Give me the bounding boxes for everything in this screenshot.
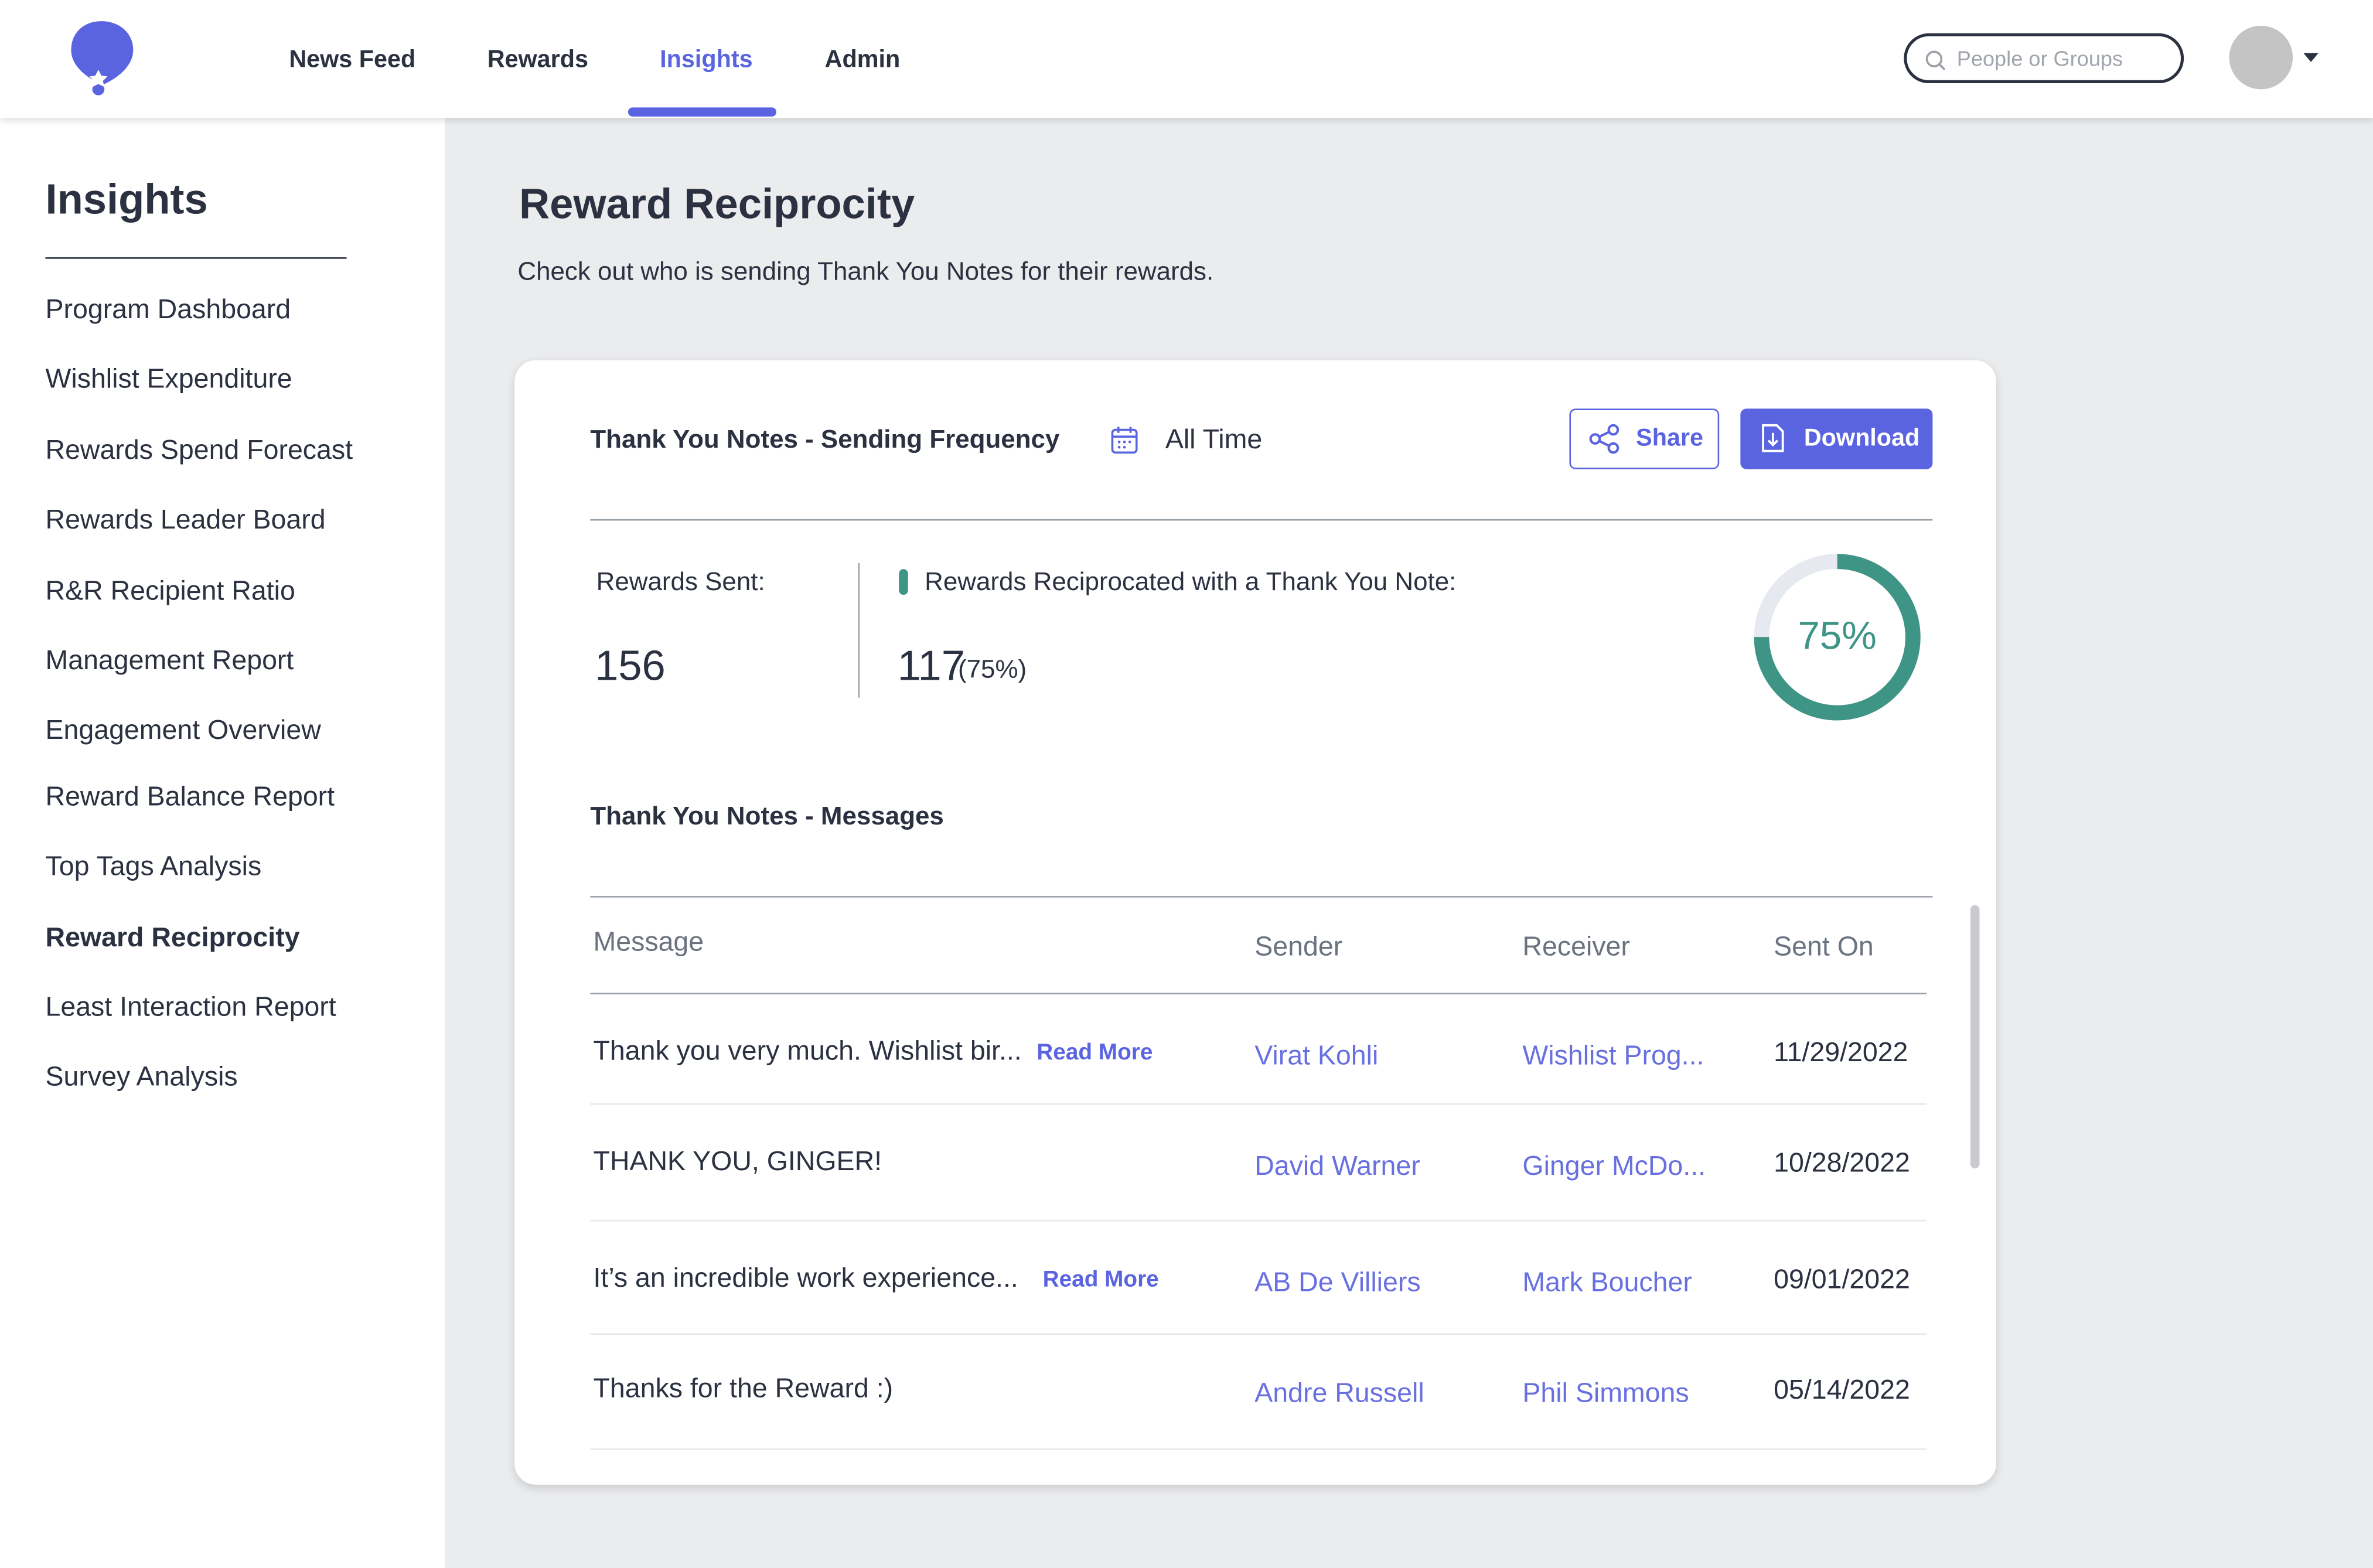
row-rule [590,1333,1927,1335]
donut-chart: 75% [1754,554,1921,721]
row-rule [590,1103,1927,1105]
nav-link[interactable]: News Feed [289,47,416,74]
sidebar-link[interactable]: Program Dashboard [45,294,291,325]
share-icon [1589,424,1619,454]
divider [45,257,347,259]
message-text: Thank you very much. Wishlist bir... [593,1035,1022,1066]
sidebar-link[interactable]: Wishlist Expenditure [45,363,292,394]
donut-label: 75% [1798,614,1876,658]
share-label: Share [1636,425,1703,452]
sent-value: 156 [595,642,666,689]
sidebar-title: Insights [45,176,208,223]
messages-title: Thank You Notes - Messages [590,802,944,831]
stat-divider [858,563,860,698]
sidebar-link[interactable]: Reward Balance Report [45,781,335,812]
download-button[interactable]: Download [1740,408,1933,469]
sent-label: Rewards Sent: [596,567,765,596]
sidebar-link[interactable]: Engagement Overview [45,714,321,745]
card-title: Thank You Notes - Sending Frequency [590,425,1060,454]
sidebar: Insights Program Dashboard Wishlist Expen… [0,118,445,1568]
receiver-link[interactable]: Ginger McDo... [1522,1150,1706,1181]
share-button[interactable]: Share [1569,408,1720,469]
search-icon [1925,50,1946,71]
sidebar-link[interactable]: Least Interaction Report [45,991,336,1022]
receiver-link[interactable]: Phil Simmons [1522,1377,1689,1408]
avatar-caret[interactable] [2303,53,2319,62]
sender-link[interactable]: Andre Russell [1254,1377,1424,1408]
divider [590,519,1933,521]
sidebar-link[interactable]: Management Report [45,645,294,676]
column-header: Sent On [1774,931,1874,962]
sent-date: 11/29/2022 [1774,1037,1908,1068]
active-tab-indicator [628,107,777,117]
sent-date: 09/01/2022 [1774,1264,1910,1294]
header-rule [590,993,1927,994]
receiver-link[interactable]: Wishlist Prog... [1522,1039,1704,1071]
sidebar-link[interactable]: Top Tags Analysis [45,851,262,881]
page-title: Reward Reciprocity [519,180,915,227]
avatar[interactable] [2229,25,2293,90]
sender-link[interactable]: David Warner [1254,1150,1420,1181]
download-label: Download [1803,425,1920,452]
top-bar: News Feed Rewards Insights Admin People or … [0,0,2373,118]
sidebar-link[interactable]: Rewards Leader Board [45,504,326,535]
nav-link[interactable]: Rewards [487,47,588,74]
report-card: Thank You Notes - Sending Frequency All … [514,360,1996,1485]
nav-link[interactable]: Admin [824,47,901,74]
row-rule [590,1219,1927,1222]
reciprocated-value: 117 [897,642,965,689]
search-box[interactable]: People or Groups [1904,33,2184,84]
reciprocated-percent: (75%) [957,655,1027,684]
sender-link[interactable]: Virat Kohli [1254,1039,1379,1071]
nav-link[interactable]: Insights [660,47,753,74]
logo[interactable] [67,18,139,100]
download-icon [1762,424,1784,452]
sent-date: 05/14/2022 [1774,1374,1910,1405]
column-header: Sender [1254,931,1343,962]
message-text: Thanks for the Reward :) [593,1373,894,1403]
sidebar-link[interactable]: R&R Recipient Ratio [45,575,295,606]
legend-swatch [899,569,908,595]
column-header: Receiver [1522,931,1630,962]
sender-link[interactable]: AB De Villiers [1254,1267,1421,1298]
period-selector[interactable]: All Time [1165,424,1263,455]
receiver-link[interactable]: Mark Boucher [1522,1267,1692,1298]
message-text: THANK YOU, GINGER! [593,1146,882,1177]
sidebar-link[interactable]: Rewards Spend Forecast [45,434,353,465]
donut-arc [1754,554,1921,721]
page-subtitle: Check out who is sending Thank You Notes… [517,257,1214,286]
search-placeholder: People or Groups [1956,46,2123,71]
sidebar-link[interactable]: Survey Analysis [45,1061,238,1092]
table-top-rule [590,896,1933,898]
calendar-icon[interactable] [1111,425,1138,454]
column-header: Message [593,926,704,957]
sent-date: 10/28/2022 [1774,1147,1910,1178]
message-text: It’s an incredible work experience... [593,1262,1018,1293]
reciprocated-label: Rewards Reciprocated with a Thank You No… [925,567,1457,596]
row-rule [590,1448,1927,1450]
read-more-link[interactable]: Read More [1037,1039,1153,1066]
sidebar-link[interactable]: Reward Reciprocity [45,922,300,953]
read-more-link[interactable]: Read More [1042,1266,1159,1293]
scrollbar[interactable] [1970,905,1980,1169]
